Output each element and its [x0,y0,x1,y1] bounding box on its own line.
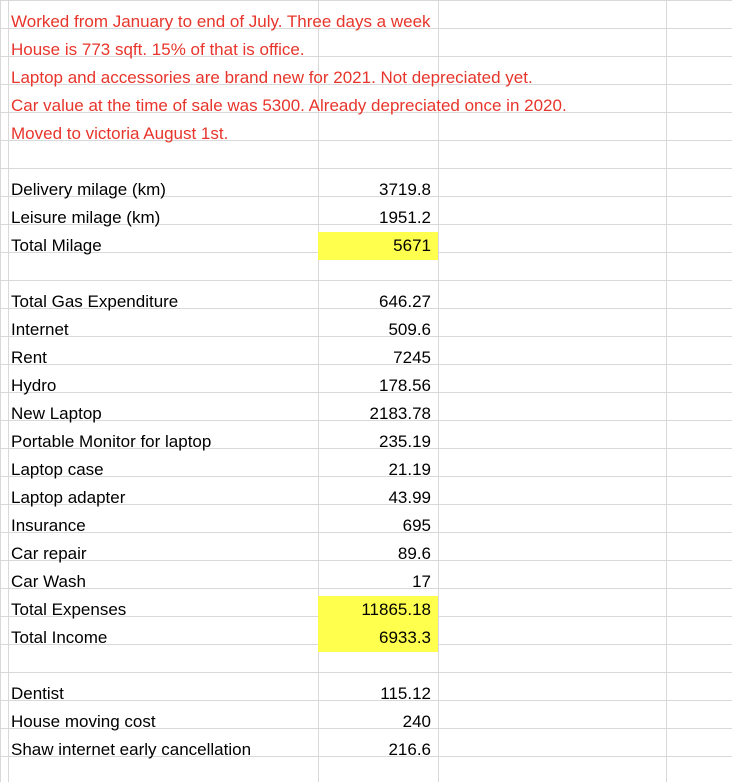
value-cell[interactable]: 43.99 [388,488,431,507]
note-cell[interactable]: Car value at the time of sale was 5300. … [11,96,567,115]
table-row[interactable]: Laptop adapter 43.99 [0,484,732,512]
note-cell[interactable]: Laptop and accessories are brand new for… [11,68,533,87]
table-row[interactable]: Total Milage 5671 [0,232,732,260]
value-cell[interactable]: 89.6 [397,544,431,563]
label-cell[interactable]: Total Milage [11,236,102,255]
value-cell[interactable]: 115.12 [380,684,431,703]
value-cell[interactable]: 235.19 [379,432,431,451]
table-row[interactable]: Internet 509.6 [0,316,732,344]
note-row[interactable]: House is 773 sqft. 15% of that is office… [0,36,732,64]
note-cell[interactable]: House is 773 sqft. 15% of that is office… [11,40,305,59]
table-row[interactable]: Insurance 695 [0,512,732,540]
value-cell[interactable]: 21.19 [388,460,431,479]
table-row[interactable]: Rent 7245 [0,344,732,372]
table-row[interactable]: Car repair 89.6 [0,540,732,568]
label-cell[interactable]: Hydro [11,376,57,395]
table-row[interactable]: House moving cost 240 [0,708,732,736]
note-row[interactable]: Laptop and accessories are brand new for… [0,64,732,92]
label-cell[interactable]: Rent [11,348,47,367]
column-divider [438,0,439,782]
label-cell[interactable]: Internet [11,320,69,339]
label-cell[interactable]: New Laptop [11,404,102,423]
value-cell[interactable]: 216.6 [388,740,431,759]
label-cell[interactable]: Delivery milage (km) [11,180,166,199]
label-cell[interactable]: Car repair [11,544,87,563]
table-row[interactable]: Total Income 6933.3 [0,624,732,652]
label-cell[interactable]: Laptop case [11,460,104,479]
table-row[interactable]: Delivery milage (km) 3719.8 [0,176,732,204]
label-cell[interactable]: Total Expenses [11,600,127,619]
value-cell[interactable]: 509.6 [388,320,431,339]
value-cell[interactable]: 1951.2 [379,208,431,227]
table-row[interactable]: Dentist 115.12 [0,680,732,708]
note-row[interactable]: Car value at the time of sale was 5300. … [0,92,732,120]
value-cell[interactable]: 695 [402,516,431,535]
table-row[interactable]: Car Wash 17 [0,568,732,596]
column-divider [8,0,9,782]
label-cell[interactable]: Car Wash [11,572,86,591]
table-row[interactable]: Leisure milage (km) 1951.2 [0,204,732,232]
table-row[interactable]: Laptop case 21.19 [0,456,732,484]
label-cell[interactable]: Insurance [11,516,86,535]
label-cell[interactable]: Dentist [11,684,64,703]
note-cell[interactable]: Worked from January to end of July. Thre… [11,12,431,31]
label-cell[interactable]: Leisure milage (km) [11,208,161,227]
label-cell[interactable]: Laptop adapter [11,488,126,507]
table-row[interactable]: Portable Monitor for laptop 235.19 [0,428,732,456]
note-row[interactable]: Worked from January to end of July. Thre… [0,8,732,36]
column-divider [666,0,667,782]
label-cell[interactable]: Total Income [11,628,108,647]
table-row[interactable]: New Laptop 2183.78 [0,400,732,428]
value-cell[interactable]: 3719.8 [379,180,431,199]
note-cell[interactable]: Moved to victoria August 1st. [11,124,229,143]
label-cell[interactable]: Portable Monitor for laptop [11,432,212,451]
value-cell[interactable]: 2183.78 [369,404,431,423]
table-row[interactable]: Total Gas Expenditure 646.27 [0,288,732,316]
value-cell[interactable]: 646.27 [379,292,431,311]
value-cell[interactable]: 178.56 [379,376,431,395]
total-mileage-cell[interactable]: 5671 [318,232,438,260]
label-cell[interactable]: Shaw internet early cancellation [11,740,252,759]
value-cell[interactable]: 17 [412,572,431,591]
label-cell[interactable]: House moving cost [11,712,156,731]
total-expenses-cell[interactable]: 11865.18 [318,596,438,624]
table-row[interactable]: Shaw internet early cancellation 216.6 [0,736,732,764]
table-row[interactable]: Total Expenses 11865.18 [0,596,732,624]
note-row[interactable]: Moved to victoria August 1st. [0,120,732,148]
value-cell[interactable]: 7245 [393,348,431,367]
column-divider [318,0,319,782]
total-income-cell[interactable]: 6933.3 [318,624,438,652]
table-row[interactable]: Hydro 178.56 [0,372,732,400]
label-cell[interactable]: Total Gas Expenditure [11,292,179,311]
value-cell[interactable]: 240 [402,712,431,731]
